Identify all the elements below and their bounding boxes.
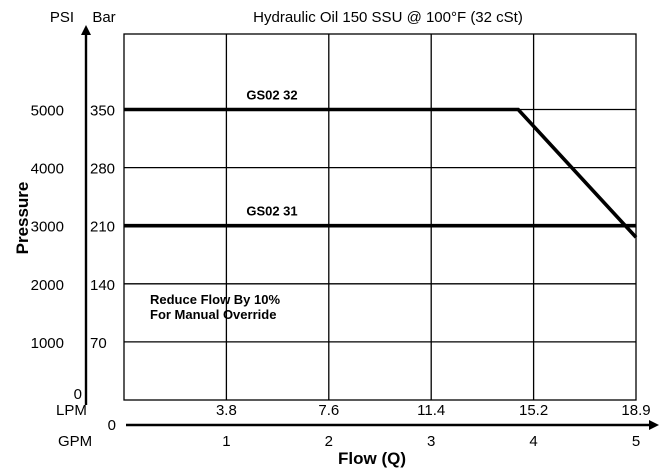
x-tick-gpm-4: 4 — [529, 433, 537, 450]
y-tick-bar-70: 70 — [90, 335, 107, 352]
y-tick-psi-4000: 4000 — [31, 161, 64, 178]
y-tick-psi-3000: 3000 — [31, 219, 64, 236]
y-tick-psi-1000: 1000 — [31, 335, 64, 352]
plot-frame — [123, 33, 637, 401]
x-origin-label: 0 — [108, 417, 116, 434]
y-tick-psi-5000: 5000 — [31, 103, 64, 120]
x-tick-lpm-11.4: 11.4 — [417, 402, 445, 419]
series: GS02 32 GS02 31 — [124, 88, 638, 239]
x-tick-gpm-2: 2 — [325, 433, 333, 450]
y-unit-psi-label: PSI — [50, 9, 74, 26]
x-axis-title: Flow (Q) — [338, 449, 406, 468]
x-tick-lpm-18.9: 18.9 — [621, 402, 650, 419]
x-tick-lpm-3.8: 3.8 — [216, 402, 237, 419]
x-tick-lpm-7.6: 7.6 — [318, 402, 339, 419]
y-tick-bar-350: 350 — [90, 103, 115, 120]
x-unit-gpm-label: GPM — [58, 433, 92, 450]
annotation-line-1: Reduce Flow By 10% — [150, 292, 280, 307]
grid — [123, 33, 637, 401]
y-unit-bar-label: Bar — [92, 9, 115, 26]
series-line-gs02-32 — [124, 107, 638, 239]
chart-title: Hydraulic Oil 150 SSU @ 100°F (32 cSt) — [253, 9, 523, 26]
x-unit-lpm-label: LPM — [56, 402, 87, 419]
y-axis-title: Pressure — [13, 182, 32, 255]
y-origin-label: 0 — [74, 386, 82, 403]
y-tick-psi-2000: 2000 — [31, 277, 64, 294]
annotation-line-2: For Manual Override — [150, 307, 276, 322]
series-label-gs02-32: GS02 32 — [246, 88, 297, 103]
x-tick-lpm-15.2: 15.2 — [519, 402, 548, 419]
series-label-gs02-31: GS02 31 — [246, 204, 297, 219]
y-tick-bar-210: 210 — [90, 219, 115, 236]
x-tick-gpm-1: 1 — [222, 433, 230, 450]
y-tick-bar-140: 140 — [90, 277, 115, 294]
y-tick-bar-280: 280 — [90, 161, 115, 178]
x-tick-gpm-3: 3 — [427, 433, 435, 450]
x-tick-gpm-5: 5 — [632, 433, 640, 450]
